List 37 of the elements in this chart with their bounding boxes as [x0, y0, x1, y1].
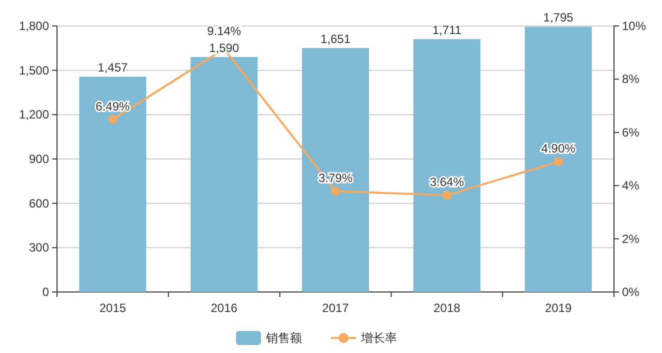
data-label: 9.14%: [207, 24, 242, 38]
data-label: 3.64%: [430, 175, 464, 190]
y2-tick-label: 10%: [622, 19, 646, 33]
y-tick-label: 300: [28, 240, 50, 255]
data-label: 4.90%: [541, 142, 576, 156]
data-label: 1,457: [98, 60, 128, 75]
y-tick-label: 1,500: [18, 63, 50, 78]
legend-label: 销售额: [265, 331, 302, 345]
point: [554, 157, 563, 166]
point: [442, 190, 452, 200]
y2-tick-label: 4%: [622, 178, 640, 193]
data-label: 1,795: [543, 10, 574, 25]
x-tick-label: 2015: [99, 301, 126, 315]
y2-tick-label: 0%: [622, 285, 640, 299]
y2-tick-label: 6%: [622, 125, 640, 140]
legend-label: 增长率: [360, 331, 397, 345]
y2-tick-label: 8%: [622, 72, 640, 86]
y-tick-label: 1,200: [18, 108, 50, 122]
point: [331, 186, 340, 196]
data-label: 1,711: [432, 23, 462, 38]
bar: [79, 76, 146, 292]
y-tick-label: 1,800: [18, 19, 50, 33]
bar: [302, 48, 369, 292]
data-label: 1,651: [320, 32, 351, 46]
x-tick-label: 2019: [544, 301, 572, 315]
data-label: 6.49%: [96, 99, 130, 114]
y2-tick-label: 2%: [622, 232, 640, 246]
y-tick-label: 600: [28, 196, 50, 210]
bar: [190, 57, 258, 292]
point: [108, 114, 118, 124]
bar: [524, 26, 592, 292]
x-tick-label: 2017: [322, 301, 350, 315]
bar: [413, 39, 480, 292]
x-tick-label: 2018: [434, 301, 461, 315]
x-tick-label: 2016: [210, 301, 238, 315]
y-tick-label: 0: [42, 285, 50, 299]
y-tick-label: 900: [28, 152, 50, 166]
